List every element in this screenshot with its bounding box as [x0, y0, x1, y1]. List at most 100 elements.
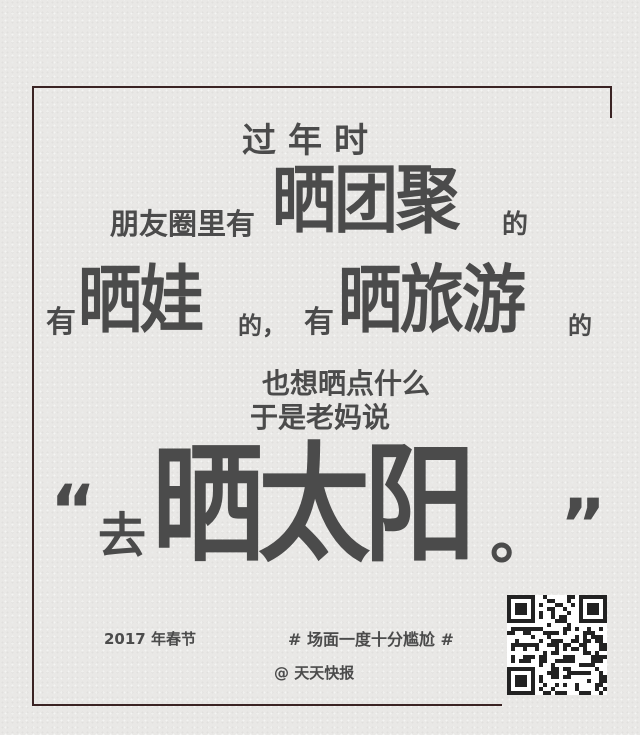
qr-module — [595, 683, 599, 687]
qr-module — [551, 615, 555, 619]
qr-module — [555, 647, 559, 651]
qr-module — [507, 631, 511, 635]
qr-module — [587, 631, 591, 635]
line-3-highlight-2: 晒旅游 — [338, 258, 526, 344]
qr-module — [599, 647, 603, 651]
qr-module — [563, 619, 567, 623]
line-5: 于是老妈说 — [250, 401, 391, 434]
qr-module — [551, 671, 555, 675]
frame-top-line — [32, 86, 612, 88]
qr-module — [555, 659, 559, 663]
qr-module — [527, 655, 531, 659]
qr-module — [551, 651, 555, 655]
qr-module — [551, 631, 555, 635]
qr-module — [555, 683, 559, 687]
qr-module — [599, 655, 603, 659]
qr-module — [603, 687, 607, 691]
qr-module — [595, 667, 599, 671]
qr-module — [591, 631, 595, 635]
qr-module — [595, 651, 599, 655]
qr-module — [563, 647, 567, 651]
qr-module — [599, 691, 603, 695]
qr-module — [523, 647, 527, 651]
qr-module — [543, 655, 547, 659]
qr-module — [559, 659, 563, 663]
qr-module — [587, 627, 591, 631]
qr-module — [587, 663, 591, 667]
qr-module — [567, 643, 571, 647]
qr-module — [523, 627, 527, 631]
open-quote: “ — [50, 470, 97, 552]
qr-module — [563, 691, 567, 695]
qr-module — [567, 611, 571, 615]
qr-module — [555, 603, 559, 607]
qr-module — [587, 651, 591, 655]
qr-module — [567, 623, 571, 627]
qr-module — [595, 655, 599, 659]
qr-module — [583, 631, 587, 635]
qr-module — [511, 647, 515, 651]
qr-module — [547, 691, 551, 695]
qr-finder — [507, 667, 535, 671]
qr-module — [579, 671, 583, 675]
qr-finder — [531, 667, 535, 695]
qr-module — [563, 643, 567, 647]
qr-module — [599, 639, 603, 643]
qr-module — [583, 671, 587, 675]
qr-module — [563, 659, 567, 663]
qr-module — [555, 651, 559, 655]
qr-finder — [515, 675, 527, 687]
qr-module — [563, 607, 567, 611]
qr-module — [559, 615, 563, 619]
frame-bottom-line — [32, 704, 502, 706]
qr-module — [535, 643, 539, 647]
heading-line-1: 过年时 — [242, 121, 380, 161]
qr-module — [547, 599, 551, 603]
qr-module — [527, 627, 531, 631]
qr-module — [547, 631, 551, 635]
qr-module — [551, 675, 555, 679]
qr-module — [515, 643, 519, 647]
qr-module — [591, 659, 595, 663]
qr-module — [591, 663, 595, 667]
line-3-post-1: 的， — [238, 312, 286, 340]
qr-module — [511, 659, 515, 663]
footer-brand: @ 天天快报 — [274, 664, 355, 682]
qr-finder — [587, 603, 599, 615]
qr-module — [555, 619, 559, 623]
qr-module — [551, 639, 555, 643]
qr-module — [527, 631, 531, 635]
qr-module — [583, 639, 587, 643]
qr-module — [579, 691, 583, 695]
qr-module — [579, 643, 583, 647]
qr-finder — [603, 595, 607, 623]
qr-finder — [507, 667, 511, 695]
qr-module — [575, 671, 579, 675]
qr-module — [551, 599, 555, 603]
qr-module — [555, 671, 559, 675]
qr-module — [539, 655, 543, 659]
qr-finder — [531, 595, 535, 623]
qr-module — [555, 667, 559, 671]
qr-module — [603, 679, 607, 683]
qr-module — [587, 639, 591, 643]
qr-module — [511, 631, 515, 635]
qr-module — [559, 639, 563, 643]
qr-module — [531, 655, 535, 659]
qr-finder — [507, 595, 511, 623]
frame-left-line — [32, 86, 34, 706]
qr-module — [555, 691, 559, 695]
line-3-highlight-1: 晒娃 — [78, 258, 204, 344]
qr-module — [531, 627, 535, 631]
qr-module — [555, 675, 559, 679]
qr-module — [575, 639, 579, 643]
qr-module — [575, 683, 579, 687]
qr-module — [519, 659, 523, 663]
qr-module — [599, 679, 603, 683]
qr-module — [567, 627, 571, 631]
qr-module — [539, 615, 543, 619]
qr-module — [511, 655, 515, 659]
qr-module — [555, 639, 559, 643]
qr-module — [539, 675, 543, 679]
qr-finder — [515, 603, 527, 615]
